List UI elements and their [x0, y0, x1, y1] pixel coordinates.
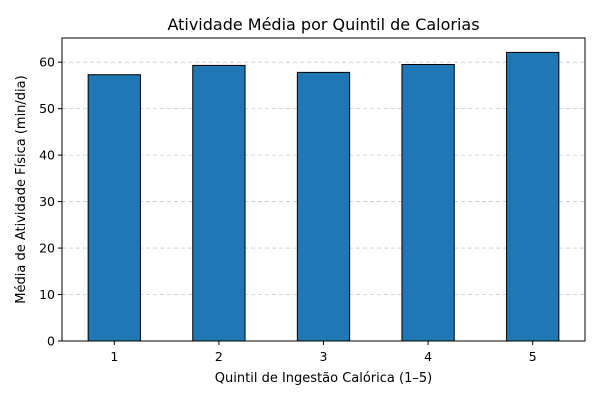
y-tick-label: 50: [39, 101, 55, 116]
bar-2: [192, 64, 246, 342]
y-axis-ticks: 0 10 20 30 40 50 60: [39, 55, 62, 349]
y-tick-label: 30: [39, 194, 55, 209]
y-tick-label: 20: [39, 241, 55, 256]
bar-1: [87, 74, 141, 342]
y-tick-label: 60: [39, 55, 55, 70]
y-tick-label: 10: [39, 287, 55, 302]
x-tick-label: 4: [424, 349, 432, 364]
x-tick-label: 5: [529, 349, 537, 364]
x-axis-label: Quintil de Ingestão Calórica (1–5): [215, 371, 432, 386]
bar-4: [401, 63, 455, 342]
x-tick-label: 2: [215, 349, 223, 364]
bar-3: [296, 71, 351, 342]
chart-title: Atividade Média por Quintil de Calorias: [167, 15, 479, 34]
x-tick-label: 3: [320, 349, 328, 364]
y-tick-label: 0: [47, 334, 55, 349]
y-tick-label: 40: [39, 148, 55, 163]
x-axis-ticks: 1 2 3 4 5: [110, 341, 537, 364]
x-tick-label: 1: [110, 349, 118, 364]
y-axis-label: Média de Atividade Física (min/dia): [14, 75, 29, 303]
bar-5: [506, 51, 560, 342]
